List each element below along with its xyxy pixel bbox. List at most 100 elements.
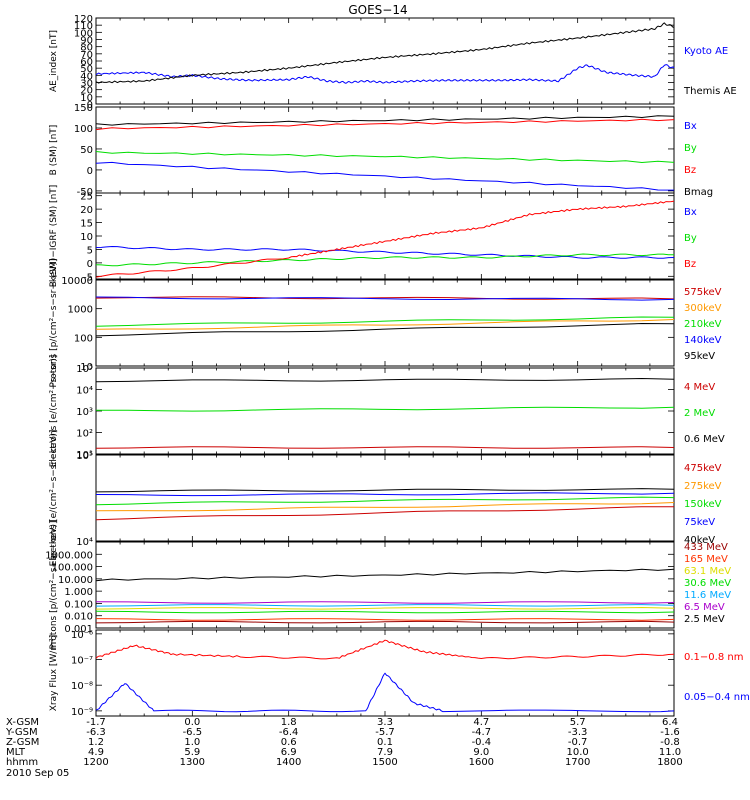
x-axis-value: -1.6	[660, 727, 680, 738]
y-tick-label: 20	[80, 205, 93, 216]
y-tick-label: 0.001	[64, 624, 93, 635]
panel-frame	[95, 17, 675, 105]
legend-entry: 275keV	[684, 481, 722, 492]
legend-entry: 2 MeV	[684, 408, 715, 419]
legend-entry: 433 MeV	[684, 542, 728, 553]
panel-5: 10¹ 10² 10³ 10⁴ 10⁵ Electrons [e/(cm²−s−sr)] 4…	[49, 355, 725, 468]
panel-3: 25 20 15 10 5 0 -5 B (SM)−IGRF (SM) [nT] Bx By Bz	[49, 185, 697, 288]
panel-6: 10⁴ 10⁵ Electrons [e/(cm²−s−sr−keV)] 475keV…	[49, 430, 722, 567]
x-axis-value: 11.0	[659, 747, 681, 758]
x-axis-value: -6.3	[86, 727, 106, 738]
legend-entry: 95keV	[684, 351, 715, 362]
x-axis-value: 5.9	[184, 747, 200, 758]
legend-entry: 475keV	[684, 463, 722, 474]
x-axis-value: 3.3	[377, 717, 393, 728]
series-line-By	[95, 151, 675, 164]
series-line-40keV	[95, 488, 675, 493]
x-axis-value: 1300	[180, 757, 205, 768]
y-tick-label: 0	[87, 166, 93, 177]
x-axis-value: -6.5	[183, 727, 203, 738]
y-tick-label: 1.000	[64, 587, 93, 598]
y-tick-label: 25	[80, 192, 93, 203]
x-axis-value: -0.8	[660, 737, 680, 748]
y-axis-label: Electrons [e/(cm²−s−sr)]	[49, 355, 59, 468]
x-axis-value: -3.3	[568, 727, 588, 738]
y-tick-label: 20	[80, 86, 93, 97]
x-axis-value: 6.4	[662, 717, 678, 728]
y-tick-label: -5	[83, 272, 93, 283]
x-axis-value: 9.0	[473, 747, 489, 758]
series-line-150keV	[95, 496, 675, 506]
y-tick-label: 0	[87, 100, 93, 111]
series-line-Bx	[95, 161, 675, 191]
series-line-Bmag	[95, 115, 675, 126]
x-axis-value: 1.8	[281, 717, 297, 728]
y-tick-label: 1000	[68, 305, 93, 316]
y-tick-label: 15	[80, 219, 93, 230]
y-tick-label: 90	[80, 36, 93, 47]
y-tick-label: 60	[80, 57, 93, 68]
y-axis-label: Protons [p/(cm²−s−sr−keV)]	[49, 521, 59, 650]
legend-entry: 75keV	[684, 517, 715, 528]
x-axis-value: 1500	[372, 757, 397, 768]
series-line-6.5 MeV	[95, 601, 675, 604]
y-axis-label: B (SM) [nT]	[49, 125, 59, 176]
y-tick-label: 0.100	[64, 599, 93, 610]
series-line-Bx	[95, 245, 675, 259]
x-axis-value: 1800	[657, 757, 682, 768]
series-line-140keV	[95, 296, 675, 301]
legend-entry: 40keV	[684, 535, 715, 546]
panel-frame	[95, 106, 675, 194]
y-tick-label: 0.010	[64, 612, 93, 623]
panel-frame	[95, 279, 675, 367]
y-tick-label: 40	[80, 71, 93, 82]
legend-entry: 11.6 MeV	[684, 590, 731, 601]
series-line-63.1 MeV	[95, 606, 675, 610]
row-label: MLT	[6, 747, 26, 758]
legend-entry: 210keV	[684, 319, 722, 330]
y-tick-label: 5	[87, 245, 93, 256]
date-label: 2010 Sep 05	[6, 768, 69, 779]
series-line-2 MeV	[95, 406, 675, 412]
y-axis-label: Electrons [e/(cm²−s−sr−keV)]	[49, 430, 59, 567]
legend-entry: 6.5 MeV	[684, 602, 725, 613]
legend-entry: 63.1 MeV	[684, 566, 731, 577]
x-axis-value: 1400	[276, 757, 301, 768]
panel-frame	[95, 192, 675, 280]
x-axis-value: 5.7	[570, 717, 586, 728]
series-line-75keV	[95, 492, 675, 497]
y-tick-label: 1000.000	[45, 550, 93, 561]
series-line-Bz	[95, 200, 675, 278]
series-line-433 MeV	[95, 620, 675, 624]
x-axis-value: -0.4	[472, 737, 492, 748]
legend-entry: 0.1−0.8 nm	[684, 652, 743, 663]
series-line-2.5 MeV	[95, 568, 675, 582]
legend-entry: Bx	[684, 121, 697, 132]
y-axis-label: Protons [p/(cm²−s−sr−keV)]	[49, 259, 59, 388]
panel-frame	[95, 454, 675, 542]
x-axis-value: -1.7	[86, 717, 106, 728]
series-line-By	[95, 253, 675, 267]
series-line-165 MeV	[95, 618, 675, 621]
y-tick-label: 10	[80, 232, 93, 243]
x-axis-value: 1.0	[184, 737, 200, 748]
y-tick-label: 0	[87, 259, 93, 270]
series-line-0.05−0.4 nm	[95, 672, 675, 713]
y-tick-label: 10⁻⁹	[71, 707, 93, 718]
x-axis-value: 0.0	[184, 717, 200, 728]
y-axis-label: B (SM)−IGRF (SM) [nT]	[49, 185, 59, 288]
y-tick-label: -50	[77, 187, 93, 198]
series-line-Bz	[95, 118, 675, 131]
y-axis-label: Xray Flux [W/m²]	[49, 635, 59, 711]
legend-entry: 4 MeV	[684, 382, 715, 393]
y-tick-label: 10¹	[76, 450, 93, 461]
y-tick-label: 10³	[76, 407, 93, 418]
y-tick-label: 10	[80, 362, 93, 373]
plot-title: GOES−14	[348, 3, 407, 17]
panel-8: 10⁻⁹ 10⁻⁸ 10⁻⁷ 10⁻⁶ Xray Flux [W/m²] 0.1−0.8 …	[49, 629, 750, 718]
legend-entry: By	[684, 143, 697, 154]
